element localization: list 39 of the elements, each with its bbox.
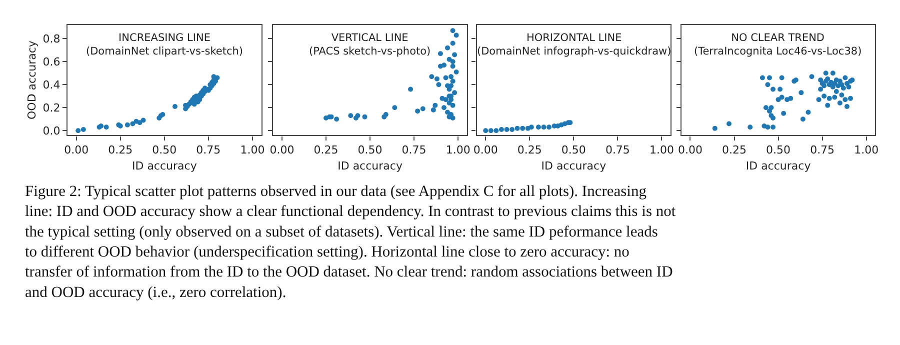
x-tick-label: 0.75 (605, 144, 630, 157)
x-tick-label: 0.50 (561, 144, 586, 157)
x-tick-label: 0.00 (64, 144, 89, 157)
y-tick-label: 0.8 (42, 32, 60, 46)
x-tick-label: 0.50 (766, 144, 791, 157)
x-tick-label: 0.50 (358, 144, 382, 157)
x-tick-label: 0.50 (152, 144, 177, 157)
y-tick-label: 0.0 (42, 124, 60, 138)
x-axis-title: ID accuracy (132, 160, 198, 173)
x-tick-label: 1.00 (446, 144, 470, 157)
text: (DomainNet infograph-vs-quickdraw) (477, 46, 672, 58)
x-tick-label: 0.25 (108, 144, 133, 157)
y-tick-label: 0.2 (42, 101, 60, 114)
x-tick-label: 0.00 (678, 144, 702, 157)
x-axis-title: ID accuracy (746, 160, 812, 173)
text: (PACS sketch-vs-photo) (309, 46, 431, 58)
x-tick-label: 0.75 (196, 144, 221, 157)
x-tick-label: 1.00 (240, 144, 265, 157)
x-tick-label: 0.25 (517, 144, 542, 157)
x-tick-label: 0.75 (402, 144, 426, 157)
text: (DomainNet clipart-vs-sketch) (86, 46, 244, 58)
x-tick-label: 0.00 (270, 144, 294, 157)
x-axis-title: ID accuracy (338, 160, 403, 173)
x-tick-label: 1.00 (854, 144, 879, 157)
y-tick-label: 0.4 (42, 78, 60, 92)
x-tick-label: 0.75 (810, 144, 835, 157)
y-tick-label: 0.6 (42, 55, 60, 68)
x-tick-label: 0.25 (314, 144, 338, 157)
x-axis-title: ID accuracy (541, 160, 607, 173)
text: HORIZONTAL LINE (526, 32, 622, 44)
x-tick-label: 1.00 (649, 144, 674, 157)
y-axis-title: OOD accuracy (25, 40, 38, 120)
x-tick-label: 0.25 (722, 144, 747, 157)
text: INCREASING LINE (118, 32, 210, 44)
text: (TerraIncognita Loc46-vs-Loc38) (694, 46, 862, 58)
caption: Figure 2: Typical scatter plot patterns observed in our data (see Appendix C for all plots). Increasing line: ID and OOD accuracy show a clear functional dependency. In contrast to previous claims this is not the typical setting (only observed on a subset of datasets). Vertical line: the same ID peformance leads to different OOD behavior (underspecification setting). Horizontal line close to zero accuracy: no transfer of information from the ID to the OOD dataset. No clear trend: random associations between ID and OOD accuracy (i.e., zero correlation). (25, 183, 676, 301)
text: NO CLEAR TREND (731, 32, 825, 44)
text: VERTICAL LINE (331, 32, 408, 44)
x-tick-label: 0.00 (473, 144, 498, 157)
